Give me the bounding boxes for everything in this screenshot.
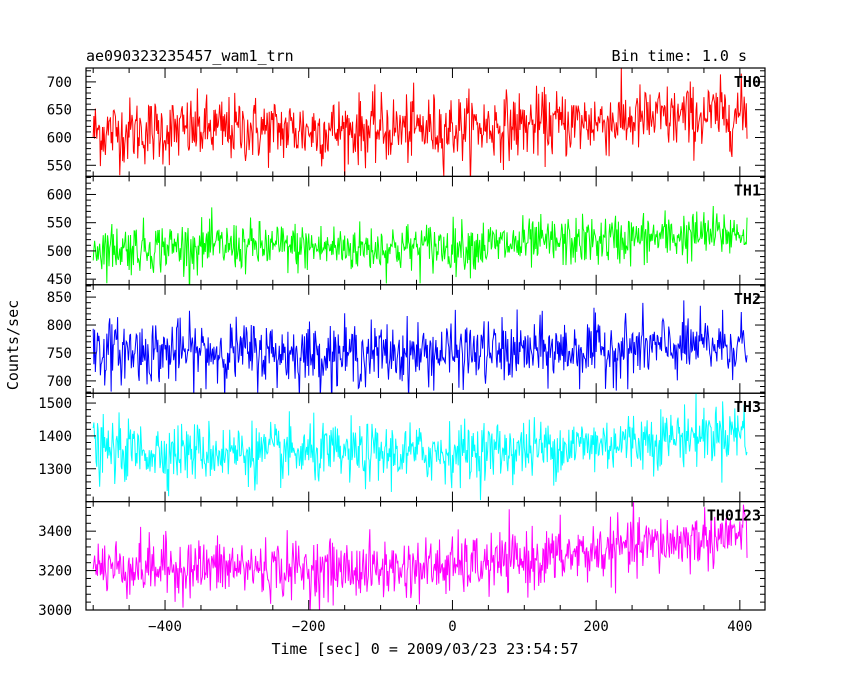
x-tick-label: 0 bbox=[448, 619, 456, 635]
y-axis-label: Counts/sec bbox=[4, 300, 22, 390]
panel-label: TH0 bbox=[734, 73, 761, 91]
panel-th0123: TH0123 3400 3200 3000 bbox=[38, 501, 766, 619]
y-tick-label: 1500 bbox=[38, 396, 72, 412]
series-line-th0123 bbox=[92, 501, 748, 611]
chart-title: ae090323235457_wam1_trn bbox=[86, 47, 294, 65]
x-tick-label: 200 bbox=[583, 619, 608, 635]
panels-group: TH0 700 650 600 550 TH1 600 550 500 450 TH2 850 800 7… bbox=[38, 67, 766, 619]
x-tick-labels: −400 −200 0 200 400 bbox=[148, 619, 752, 635]
y-tick-label: 1300 bbox=[38, 462, 72, 478]
y-tick-label: 3400 bbox=[38, 524, 72, 540]
panel-th0: TH0 700 650 600 550 bbox=[47, 67, 766, 178]
panel-frame bbox=[85, 501, 766, 611]
y-tick-label: 550 bbox=[47, 216, 72, 232]
bin-time-label: Bin time: 1.0 s bbox=[612, 47, 747, 65]
y-tick-label: 1400 bbox=[38, 429, 72, 445]
y-tick-label: 850 bbox=[47, 290, 72, 306]
y-tick-label: 700 bbox=[47, 374, 72, 390]
x-axis-label: Time [sec] 0 = 2009/03/23 23:54:57 bbox=[271, 640, 578, 658]
panel-th3: TH3 1500 1400 1300 bbox=[38, 392, 766, 503]
y-tick-label: 700 bbox=[47, 75, 72, 91]
y-tick-label: 650 bbox=[47, 103, 72, 119]
y-tick-label: 500 bbox=[47, 244, 72, 260]
panel-label: TH3 bbox=[734, 398, 761, 416]
y-tick-label: 3000 bbox=[38, 603, 72, 619]
series-line-th3 bbox=[92, 393, 748, 501]
y-tick-label: 3200 bbox=[38, 564, 72, 580]
y-tick-label: 800 bbox=[47, 318, 72, 334]
x-tick-label: −200 bbox=[292, 619, 326, 635]
series-line-th2 bbox=[92, 300, 748, 394]
series-line-th1 bbox=[92, 205, 748, 285]
y-tick-label: 750 bbox=[47, 346, 72, 362]
x-tick-label: −400 bbox=[148, 619, 182, 635]
y-tick-label: 550 bbox=[47, 158, 72, 174]
x-tick-label: 400 bbox=[727, 619, 752, 635]
panel-th1: TH1 600 550 500 450 bbox=[47, 175, 766, 288]
y-tick-label: 600 bbox=[47, 130, 72, 146]
series-line-th0 bbox=[92, 68, 748, 177]
panel-label: TH1 bbox=[734, 181, 761, 199]
panel-label: TH0123 bbox=[707, 507, 761, 525]
panel-label: TH2 bbox=[734, 290, 761, 308]
y-tick-label: 600 bbox=[47, 187, 72, 203]
y-tick-label: 450 bbox=[47, 272, 72, 288]
